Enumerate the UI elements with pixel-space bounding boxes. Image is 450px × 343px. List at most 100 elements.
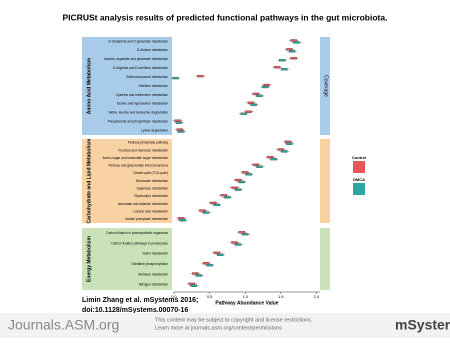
row-label: D-Glutamine and D-glutamate metabolism xyxy=(108,39,168,43)
box xyxy=(238,231,245,234)
box xyxy=(179,219,186,222)
row-label: Phosphonate and phosphinate metabolism xyxy=(108,119,169,123)
box xyxy=(202,211,210,214)
box xyxy=(266,155,274,159)
box xyxy=(270,157,277,161)
brand: Journals.ASM.org xyxy=(8,317,119,333)
box xyxy=(281,68,288,71)
row-label: Ascorbate and aldarate metabolism xyxy=(118,202,168,206)
group-tab xyxy=(320,37,330,135)
box xyxy=(202,262,210,265)
box xyxy=(289,50,296,53)
citation: Limin Zhang et al. mSystems 2016; xyxy=(82,297,198,304)
row-label: Butanoate metabolism xyxy=(136,179,168,183)
box xyxy=(224,196,231,199)
x-tick-label: 2.0 xyxy=(314,294,320,299)
box xyxy=(290,39,297,42)
group-label: Energy Metabolism xyxy=(86,236,92,282)
notice: Learn more at journals.asm.org/content/p… xyxy=(155,325,282,331)
group-band xyxy=(82,228,172,290)
box xyxy=(277,148,284,151)
box xyxy=(174,119,181,122)
row-label: Fructose and mannose metabolism xyxy=(118,148,168,152)
box xyxy=(234,243,242,246)
box xyxy=(252,163,260,166)
box xyxy=(213,251,220,254)
box xyxy=(206,264,213,267)
box xyxy=(286,142,293,145)
box xyxy=(242,233,249,236)
row-label: Citrate cycle (TCA cycle) xyxy=(133,171,168,175)
group-label: Carbohydrate and Lipid Metabolism xyxy=(86,138,92,224)
legend-label: DMCA xyxy=(353,177,365,182)
row-label: Galactose metabolism xyxy=(136,186,168,190)
row-label: Pentose and glucuronate interconversions xyxy=(108,164,168,168)
box xyxy=(238,180,245,184)
group-tab xyxy=(320,139,330,223)
box xyxy=(252,92,260,96)
box xyxy=(177,130,185,133)
row-label: Valine, leucine and isoleucine degradati… xyxy=(109,111,169,115)
row-label: D-Arginine and D-ornithine metabolism xyxy=(113,66,168,70)
box xyxy=(263,83,270,87)
box xyxy=(256,165,263,168)
notice: This content may be subject to copyright… xyxy=(155,317,313,323)
row-label: Lysine degradation xyxy=(141,128,168,132)
row-label: Pentose phosphate pathway xyxy=(128,141,169,145)
legend-swatch xyxy=(353,161,365,173)
box xyxy=(192,272,199,275)
box xyxy=(279,59,286,62)
row-label: Alanine, aspartate and glutamate metabol… xyxy=(104,57,168,61)
box xyxy=(231,241,238,244)
row-label: Methane metabolism xyxy=(138,272,168,276)
box xyxy=(190,284,198,287)
group-band xyxy=(82,37,172,135)
box xyxy=(290,57,297,60)
footer-bar xyxy=(0,313,450,338)
box xyxy=(188,282,195,285)
box xyxy=(199,209,206,212)
box xyxy=(231,186,238,189)
group-band xyxy=(82,139,172,223)
box xyxy=(247,101,255,104)
box xyxy=(197,74,204,78)
legend-swatch xyxy=(353,183,365,195)
row-label: Carbon fixation pathways in prokaryotes xyxy=(111,241,168,245)
x-tick-label: 1.5 xyxy=(278,294,284,299)
group-label: Amino Acid Metabolism xyxy=(86,57,92,114)
group-tab xyxy=(320,228,330,290)
row-label: Histidine metabolism xyxy=(139,84,169,88)
box xyxy=(195,274,203,277)
box xyxy=(177,217,185,220)
box xyxy=(250,103,257,106)
box xyxy=(210,201,217,205)
journal: mSystems xyxy=(395,317,450,333)
row-label: Carbon fixation in photosynthetic organi… xyxy=(106,231,168,235)
box xyxy=(281,150,288,153)
row-label: Amino sugar and nucleotide sugar metabol… xyxy=(102,156,168,160)
box xyxy=(213,203,220,207)
row-label: Linoleic acid metabolism xyxy=(133,209,168,213)
box xyxy=(245,110,252,113)
x-axis-label: Pathway Abundance Value xyxy=(215,300,278,306)
box xyxy=(175,121,183,124)
box xyxy=(293,41,300,44)
box xyxy=(242,171,249,174)
citation: doi:10.1128/mSystems.00070-16 xyxy=(82,307,188,314)
row-label: Nitrogen metabolism xyxy=(139,283,169,287)
box xyxy=(284,140,292,143)
row-label: Oxidative phosphorylation xyxy=(131,262,168,266)
row-label: D-Alanine metabolism xyxy=(137,48,169,52)
legend-label: Control xyxy=(352,155,366,160)
x-tick-label: 0.0 xyxy=(171,294,177,299)
box xyxy=(245,173,252,176)
row-label: Inositol phosphate metabolism xyxy=(125,217,168,221)
side-label: Coverage xyxy=(323,75,329,97)
row-label: Glycerolipid metabolism xyxy=(134,194,168,198)
row-label: Taurine and hypotaurine metabolism xyxy=(117,102,169,106)
box xyxy=(217,253,224,256)
row-label: Selenocompound metabolism xyxy=(126,75,168,79)
row-label: Cysteine and methionine metabolism xyxy=(116,93,169,97)
